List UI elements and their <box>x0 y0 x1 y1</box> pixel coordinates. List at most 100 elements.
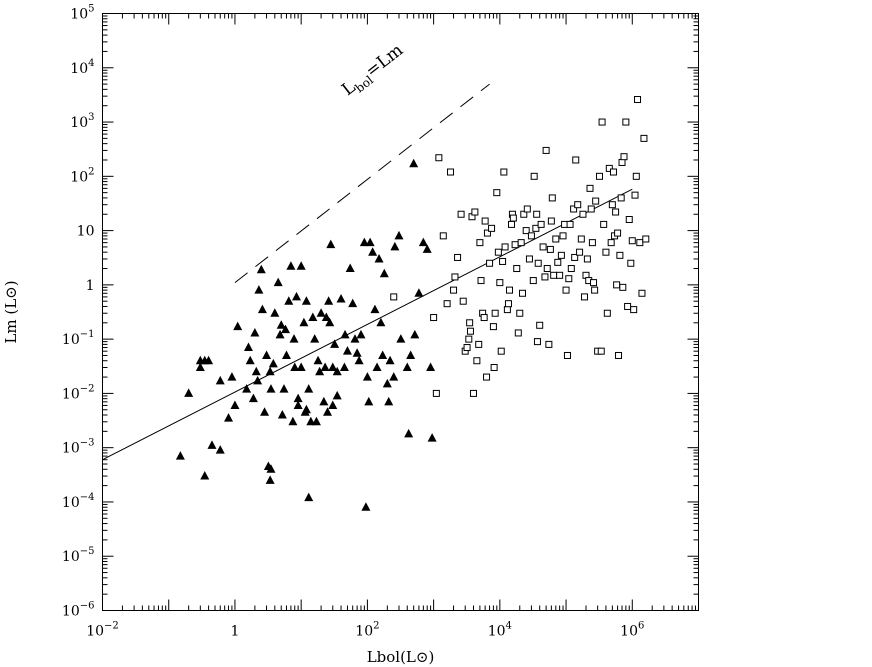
square-point <box>430 314 438 322</box>
triangle-point <box>230 400 240 409</box>
square-point <box>567 265 575 273</box>
y-tick-label: 10−2 <box>62 383 95 402</box>
triangle-point <box>348 298 358 308</box>
square-point <box>534 259 542 267</box>
triangle-point <box>324 296 334 305</box>
triangle-point <box>418 237 428 247</box>
square-point <box>607 239 615 247</box>
triangle-point <box>410 329 420 339</box>
square-point <box>550 271 558 279</box>
square-point <box>631 191 639 199</box>
triangle-point <box>256 264 266 274</box>
square-point <box>483 229 491 237</box>
square-point <box>617 194 625 202</box>
square-point <box>546 245 554 253</box>
square-point <box>493 189 501 197</box>
square-point <box>451 273 459 281</box>
square-point <box>501 243 509 251</box>
triangle-point <box>409 158 419 168</box>
square-point <box>615 351 623 359</box>
square-point <box>489 323 497 331</box>
triangle-point <box>266 384 276 393</box>
triangle-point <box>293 400 303 409</box>
y-tick-label: 103 <box>70 112 94 131</box>
triangle-point <box>389 372 399 381</box>
square-point <box>563 351 571 359</box>
triangle-point <box>204 355 214 365</box>
triangle-point <box>279 384 289 393</box>
triangle-point <box>310 334 320 343</box>
triangle-point <box>368 247 378 256</box>
square-point <box>466 327 474 335</box>
triangle-point <box>332 390 342 400</box>
triangle-point <box>359 237 369 247</box>
square-point <box>597 347 605 355</box>
square-point <box>624 302 632 310</box>
square-point <box>481 217 489 225</box>
square-point <box>572 156 580 164</box>
triangle-point <box>370 304 380 314</box>
triangle-point <box>396 334 406 343</box>
square-point <box>576 248 584 256</box>
triangle-point <box>224 413 234 422</box>
square-point <box>465 335 473 343</box>
triangle-point <box>286 261 296 270</box>
square-point <box>592 197 600 205</box>
triangle-point <box>254 285 264 294</box>
square-point <box>628 237 636 245</box>
triangle-point <box>352 348 362 357</box>
triangle-point <box>379 268 389 278</box>
square-point <box>614 229 622 237</box>
square-point <box>539 243 547 251</box>
square-point <box>541 273 549 281</box>
square-point <box>447 168 455 176</box>
triangle-point <box>356 329 366 339</box>
triangle-point <box>342 346 352 355</box>
triangle-point <box>372 362 382 372</box>
square-point <box>514 329 522 337</box>
triangle-point <box>422 244 432 253</box>
square-point <box>390 293 398 301</box>
triangle-point <box>184 388 194 397</box>
square-point <box>536 321 544 329</box>
square-point <box>642 235 650 243</box>
square-point <box>477 277 485 285</box>
triangle-point <box>301 404 311 414</box>
square-point <box>622 118 630 126</box>
y-axis-label: Lm (L⊙) <box>2 280 20 343</box>
triangle-point <box>328 400 338 409</box>
square-point <box>608 201 616 209</box>
triangle-point <box>311 416 321 426</box>
square-point <box>506 286 514 294</box>
lbol-equals-lm-annotation: Lbol=Lm <box>338 40 407 100</box>
square-point <box>548 194 556 202</box>
triangle-point <box>404 428 414 438</box>
square-point <box>577 235 585 243</box>
triangle-point <box>260 407 270 416</box>
triangle-point <box>215 375 225 385</box>
triangle-point <box>195 362 205 372</box>
triangle-point <box>319 396 329 406</box>
square-point <box>532 224 540 232</box>
triangle-point <box>328 362 338 372</box>
y-tick-label: 10−5 <box>62 546 95 565</box>
x-axis-label: Lbol(L⊙) <box>367 648 435 666</box>
square-point <box>504 300 512 308</box>
triangle-point <box>394 230 404 240</box>
y-tick-label: 10−1 <box>62 329 95 348</box>
x-tick-label: 10−2 <box>86 621 119 640</box>
square-point <box>490 364 498 372</box>
triangle-point <box>281 324 291 334</box>
square-point <box>557 251 565 259</box>
triangle-point <box>265 475 275 484</box>
square-point <box>488 224 496 232</box>
square-point <box>547 217 555 225</box>
y-tick-label: 105 <box>70 4 94 23</box>
triangle-point <box>402 362 412 372</box>
triangle-point <box>296 362 306 372</box>
triangle-point <box>390 241 400 251</box>
square-point <box>588 239 596 247</box>
x-tick-label: 106 <box>620 621 644 640</box>
triangle-point <box>251 366 261 376</box>
